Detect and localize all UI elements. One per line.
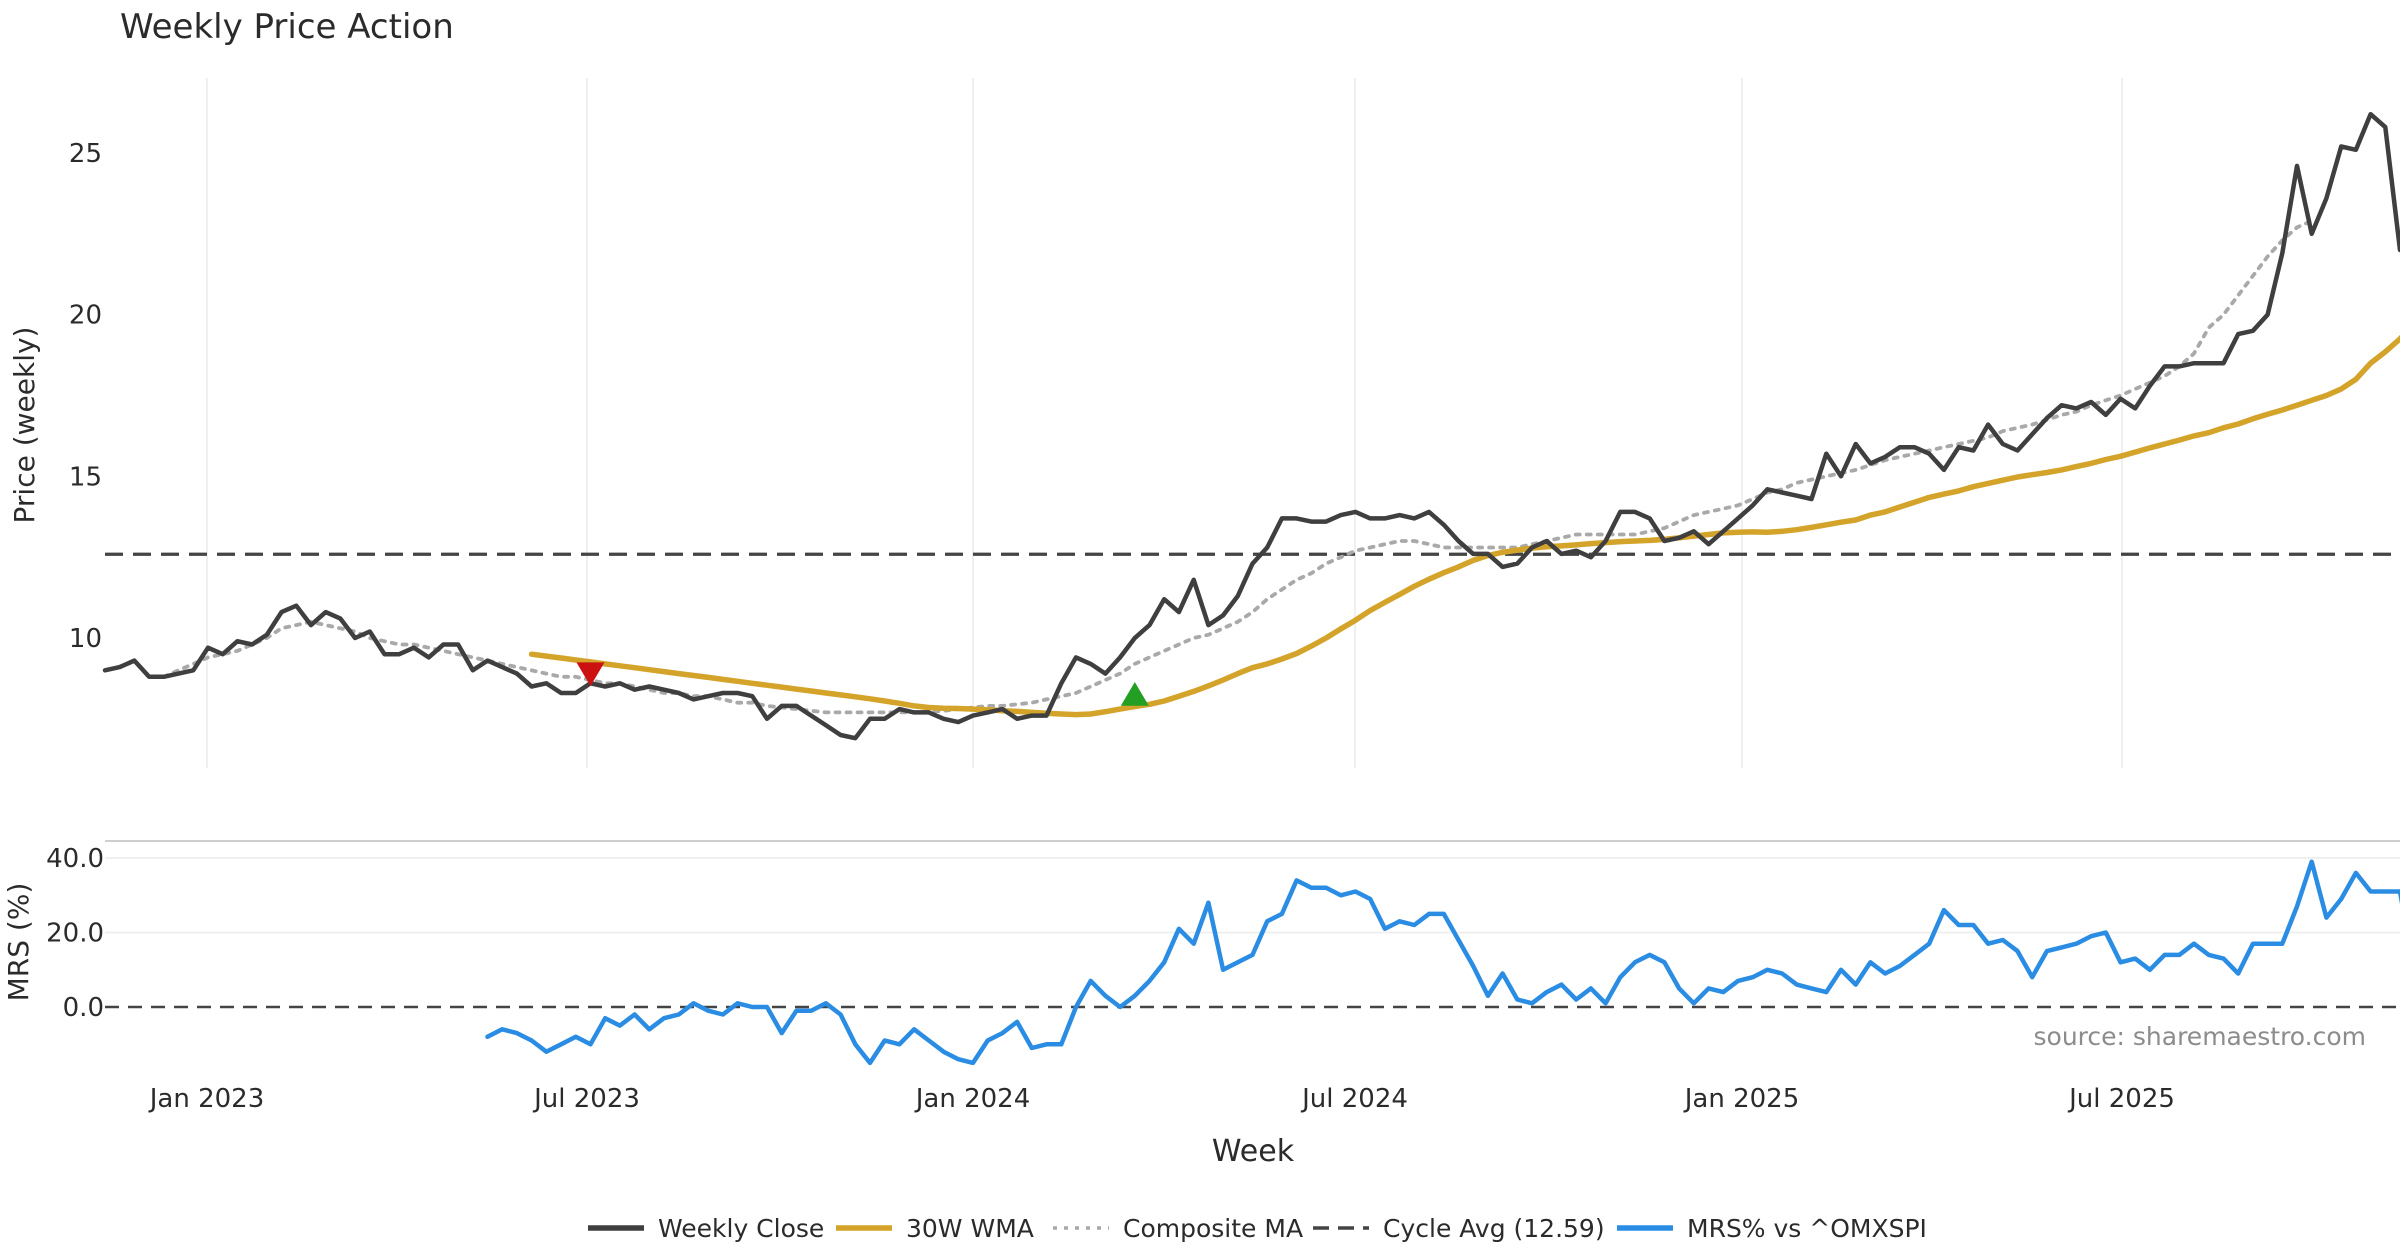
legend-item-2: Composite MA <box>1053 1214 1303 1243</box>
composite-ma-line <box>161 218 2314 715</box>
mrs-series <box>485 859 2400 1066</box>
legend-label: Weekly Close <box>658 1214 824 1243</box>
price-y-tick-25: 25 <box>69 139 102 169</box>
x-tick-5: Jul 2025 <box>2067 1084 2175 1114</box>
mrs-grid <box>105 840 2400 1009</box>
legend: Weekly Close 30W WMA Composite MA Cycle Avg… <box>588 1214 1927 1243</box>
wma-30w-line <box>528 334 2400 718</box>
mrs-y-ticks: 0.0 20.0 40.0 <box>46 844 104 1023</box>
mrs-y-tick-0: 0.0 <box>63 993 104 1023</box>
x-tick-1: Jul 2023 <box>532 1084 640 1114</box>
source-credit: source: sharemaestro.com <box>2034 1022 2367 1051</box>
legend-label: 30W WMA <box>906 1214 1034 1243</box>
price-series <box>102 111 2400 741</box>
chart-title: Weekly Price Action <box>120 7 454 47</box>
mrs-panel: 0.0 20.0 40.0 MRS (%) source: sharemaestro… <box>2 840 2400 1066</box>
weekly-close-line <box>102 111 2400 741</box>
x-ticks: Jan 2023 Jul 2023 Jan 2024 Jul 2024 Jan 2025… <box>148 1084 2175 1114</box>
mrs-y-axis-label: MRS (%) <box>2 883 35 1002</box>
price-y-axis-label: Price (weekly) <box>8 327 41 524</box>
mrs-line <box>485 859 2400 1066</box>
legend-item-4: MRS% vs ^OMXSPI <box>1617 1214 1927 1243</box>
price-y-tick-10: 10 <box>69 624 102 654</box>
buy-signal-marker <box>1120 681 1149 706</box>
legend-item-1: 30W WMA <box>836 1214 1034 1243</box>
price-y-ticks: 10 15 20 25 <box>69 139 102 654</box>
x-tick-2: Jan 2024 <box>914 1084 1031 1114</box>
legend-item-0: Weekly Close <box>588 1214 824 1243</box>
legend-item-3: Cycle Avg (12.59) <box>1313 1214 1605 1243</box>
x-tick-4: Jan 2025 <box>1683 1084 1800 1114</box>
legend-label: Composite MA <box>1123 1214 1303 1243</box>
price-y-tick-15: 15 <box>69 462 102 492</box>
legend-label: MRS% vs ^OMXSPI <box>1687 1214 1927 1243</box>
x-axis-label: Week <box>1212 1134 1295 1169</box>
mrs-y-tick-2: 40.0 <box>46 844 104 874</box>
legend-label: Cycle Avg (12.59) <box>1383 1214 1605 1243</box>
price-y-tick-20: 20 <box>69 301 102 331</box>
x-tick-0: Jan 2023 <box>148 1084 265 1114</box>
x-tick-3: Jul 2024 <box>1300 1084 1408 1114</box>
price-panel: 10 15 20 25 Price (weekly) <box>8 78 2400 768</box>
mrs-y-tick-1: 20.0 <box>46 919 104 949</box>
sell-signal-marker <box>576 662 605 687</box>
signal-markers <box>576 662 1149 706</box>
